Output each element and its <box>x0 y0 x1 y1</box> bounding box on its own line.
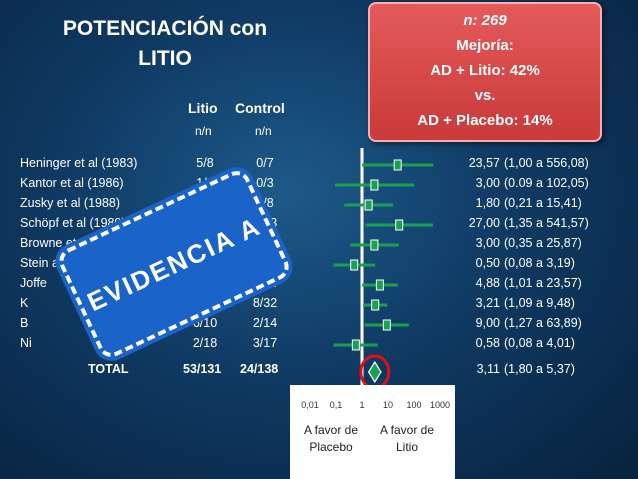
favor-litio-line-2: Litio <box>395 440 418 454</box>
study-or: 1,80 <box>475 196 500 210</box>
study-or: 27,00 <box>468 216 500 230</box>
col-sub-control: n/n <box>255 124 272 138</box>
favor-placebo-line-2: Placebo <box>309 440 353 454</box>
study-name: B <box>20 316 29 330</box>
study-ci: (1,27 a 63,89) <box>504 316 582 330</box>
study-or: 0,50 <box>475 256 500 270</box>
x-tick-label: 10 <box>382 400 393 410</box>
x-tick-label: 1000 <box>429 400 451 410</box>
study-name: Heninger et al (1983) <box>20 156 138 170</box>
total-litio: 53/131 <box>183 362 222 376</box>
favor-placebo-label: A favor de Placebo <box>296 422 366 456</box>
study-ci: (0,21 a 15,41) <box>504 196 582 210</box>
study-row: Stein and B/180,50(0,08 a 3,19) <box>0 256 638 276</box>
callout-line-3: AD + Litio: 42% <box>430 62 540 79</box>
favor-litio-line-1: A favor de <box>379 423 435 437</box>
study-ci: (1,01 a 23,57) <box>504 276 582 290</box>
total-diamond <box>367 360 382 384</box>
col-header-control: Control <box>235 100 285 116</box>
forest-plot <box>302 148 448 405</box>
study-control: 3/17 <box>252 336 278 350</box>
study-name: Joffe <box>20 276 47 290</box>
study-ci: (0,08 a 4,01) <box>504 336 575 350</box>
study-or: 0,58 <box>475 336 500 350</box>
study-name: Kantor et al (1986) <box>20 176 124 190</box>
total-or: 3,11 <box>476 362 500 376</box>
study-row: B 6/10 2/14 9,00 (1,27 a 63,89) <box>0 316 638 336</box>
study-control: 2/14 <box>252 316 278 330</box>
favor-litio-label: A favor de Litio <box>372 422 442 456</box>
study-row: Kantor et al (1986)1/40/33,00(0.09 a 102… <box>0 176 638 196</box>
total-control: 24/138 <box>240 362 279 376</box>
study-control: 0/7 <box>256 156 274 170</box>
total-name: TOTAL <box>88 362 129 376</box>
callout-line-2: Mejoría: <box>456 37 514 54</box>
study-or: 23,57 <box>468 156 500 170</box>
or-marker <box>371 299 380 311</box>
slide-title: POTENCIACIÓN con LITIO <box>30 14 300 74</box>
study-or: 3,00 <box>475 236 500 250</box>
study-row: Schöpf et al (1989)7/140/1327,00(1,35 a … <box>0 216 638 236</box>
x-tick-label: 0,1 <box>329 400 343 410</box>
study-or: 9,00 <box>475 316 500 330</box>
study-litio: 6/10 <box>192 316 218 330</box>
or-marker <box>393 159 402 171</box>
x-tick-label: 0,01 <box>301 400 319 410</box>
study-name: Schöpf et al (1989) <box>20 216 126 230</box>
study-litio: 2/18 <box>192 336 218 350</box>
or-marker <box>395 219 404 231</box>
or-marker <box>382 319 391 331</box>
or-marker <box>375 279 384 291</box>
study-ci: (1,35 a 541,57) <box>504 216 589 230</box>
study-ci: (0,08 a 3,19) <box>504 256 575 270</box>
total-ci: (1,80 a 5,37) <box>504 362 575 376</box>
study-ci: (1,00 a 556,08) <box>504 156 589 170</box>
callout-line-5: AD + Placebo: 14% <box>417 112 553 129</box>
or-marker <box>350 259 359 271</box>
study-name: Ni <box>20 336 32 350</box>
study-row: Heninger et al (1983) 5/8 0/7 23,57 (1,00 a … <box>0 156 638 176</box>
callout-n: n: 269 <box>463 12 507 29</box>
or-marker <box>370 179 379 191</box>
or-marker <box>364 199 373 211</box>
study-name: Zusky et al (1988) <box>20 196 121 210</box>
plot-marks <box>302 148 448 405</box>
title-line-1: POTENCIACIÓN con <box>62 17 268 40</box>
study-litio: 5/8 <box>196 156 214 170</box>
study-or: 3,21 <box>475 296 500 310</box>
axis-panel <box>290 385 455 479</box>
study-ci: (0,35 a 25,87) <box>504 236 582 250</box>
study-control: 8/32 <box>252 296 278 310</box>
or-marker <box>370 239 379 251</box>
study-control: 0/3 <box>256 176 274 190</box>
favor-placebo-line-1: A favor de <box>303 423 359 437</box>
study-or: 3,00 <box>475 176 500 190</box>
or-marker <box>351 339 360 351</box>
col-sub-litio: n/n <box>195 124 212 138</box>
study-ci: (1,09 a 9,48) <box>504 296 575 310</box>
x-tick-label: 100 <box>406 400 422 410</box>
study-row: Ni 2/18 3/17 0,58 (0,08 a 4,01) <box>0 336 638 356</box>
col-header-litio: Litio <box>188 100 218 116</box>
callout-line-4: vs. <box>474 87 496 104</box>
study-ci: (0.09 a 102,05) <box>504 176 589 190</box>
x-tick-label: 1 <box>359 400 365 410</box>
study-row: Zusky et al (1988)3/82/81,80(0,21 a 15,4… <box>0 196 638 216</box>
summary-callout: n: 269 Mejoría: AD + Litio: 42% vs. AD +… <box>368 2 602 142</box>
study-or: 4,88 <box>475 276 500 290</box>
study-name: K <box>20 296 29 310</box>
title-line-2: LITIO <box>138 47 192 70</box>
total-row: TOTAL 53/131 24/138 3,11 (1,80 a 5,37) <box>0 362 638 382</box>
